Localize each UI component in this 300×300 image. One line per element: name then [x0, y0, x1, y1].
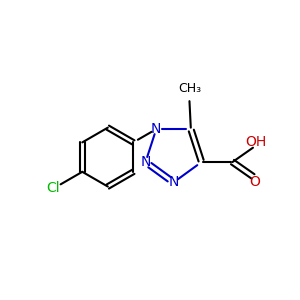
Text: O: O — [249, 175, 260, 189]
Text: N: N — [151, 122, 161, 136]
Text: OH: OH — [245, 135, 266, 149]
Text: Cl: Cl — [47, 182, 60, 196]
Text: N: N — [140, 155, 151, 169]
Text: CH₃: CH₃ — [178, 82, 201, 95]
Text: N: N — [168, 176, 179, 189]
